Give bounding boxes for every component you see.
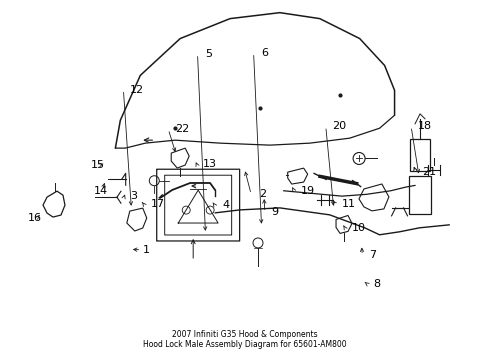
Text: 14: 14 bbox=[93, 186, 107, 196]
Text: 7: 7 bbox=[368, 250, 375, 260]
Text: 2: 2 bbox=[259, 189, 265, 199]
Text: 1: 1 bbox=[142, 245, 149, 255]
Text: 19: 19 bbox=[300, 186, 314, 196]
Text: 15: 15 bbox=[91, 160, 105, 170]
Text: 11: 11 bbox=[341, 199, 355, 210]
Text: 9: 9 bbox=[271, 207, 278, 217]
Text: 22: 22 bbox=[175, 124, 189, 134]
Text: 5: 5 bbox=[205, 49, 212, 59]
Text: 13: 13 bbox=[203, 159, 217, 169]
Text: 21: 21 bbox=[422, 167, 436, 177]
Text: 18: 18 bbox=[417, 121, 431, 131]
Text: 2007 Infiniti G35 Hood & Components
Hood Lock Male Assembly Diagram for 65601-AM: 2007 Infiniti G35 Hood & Components Hood… bbox=[142, 330, 346, 349]
Text: 6: 6 bbox=[261, 48, 268, 58]
Text: 16: 16 bbox=[27, 213, 41, 222]
Text: 10: 10 bbox=[351, 224, 365, 233]
Text: 17: 17 bbox=[151, 199, 164, 210]
Text: 12: 12 bbox=[130, 85, 144, 95]
Text: 4: 4 bbox=[222, 200, 229, 210]
Text: 20: 20 bbox=[331, 121, 346, 131]
Bar bbox=[409, 139, 429, 171]
Bar bbox=[408, 176, 430, 214]
Text: 8: 8 bbox=[373, 279, 380, 289]
Text: 3: 3 bbox=[130, 191, 137, 201]
